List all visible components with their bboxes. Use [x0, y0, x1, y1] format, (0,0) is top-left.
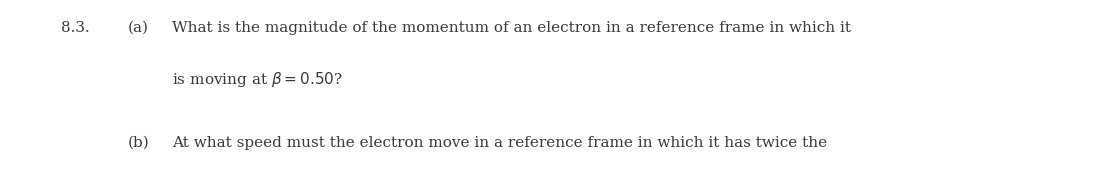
Text: is moving at $\beta = 0.50$?: is moving at $\beta = 0.50$? — [172, 70, 344, 89]
Text: (b): (b) — [128, 136, 150, 150]
Text: At what speed must the electron move in a reference frame in which it has twice : At what speed must the electron move in … — [172, 136, 827, 150]
Text: (a): (a) — [128, 21, 149, 35]
Text: What is the magnitude of the momentum of an electron in a reference frame in whi: What is the magnitude of the momentum of… — [172, 21, 852, 35]
Text: 8.3.: 8.3. — [61, 21, 90, 35]
